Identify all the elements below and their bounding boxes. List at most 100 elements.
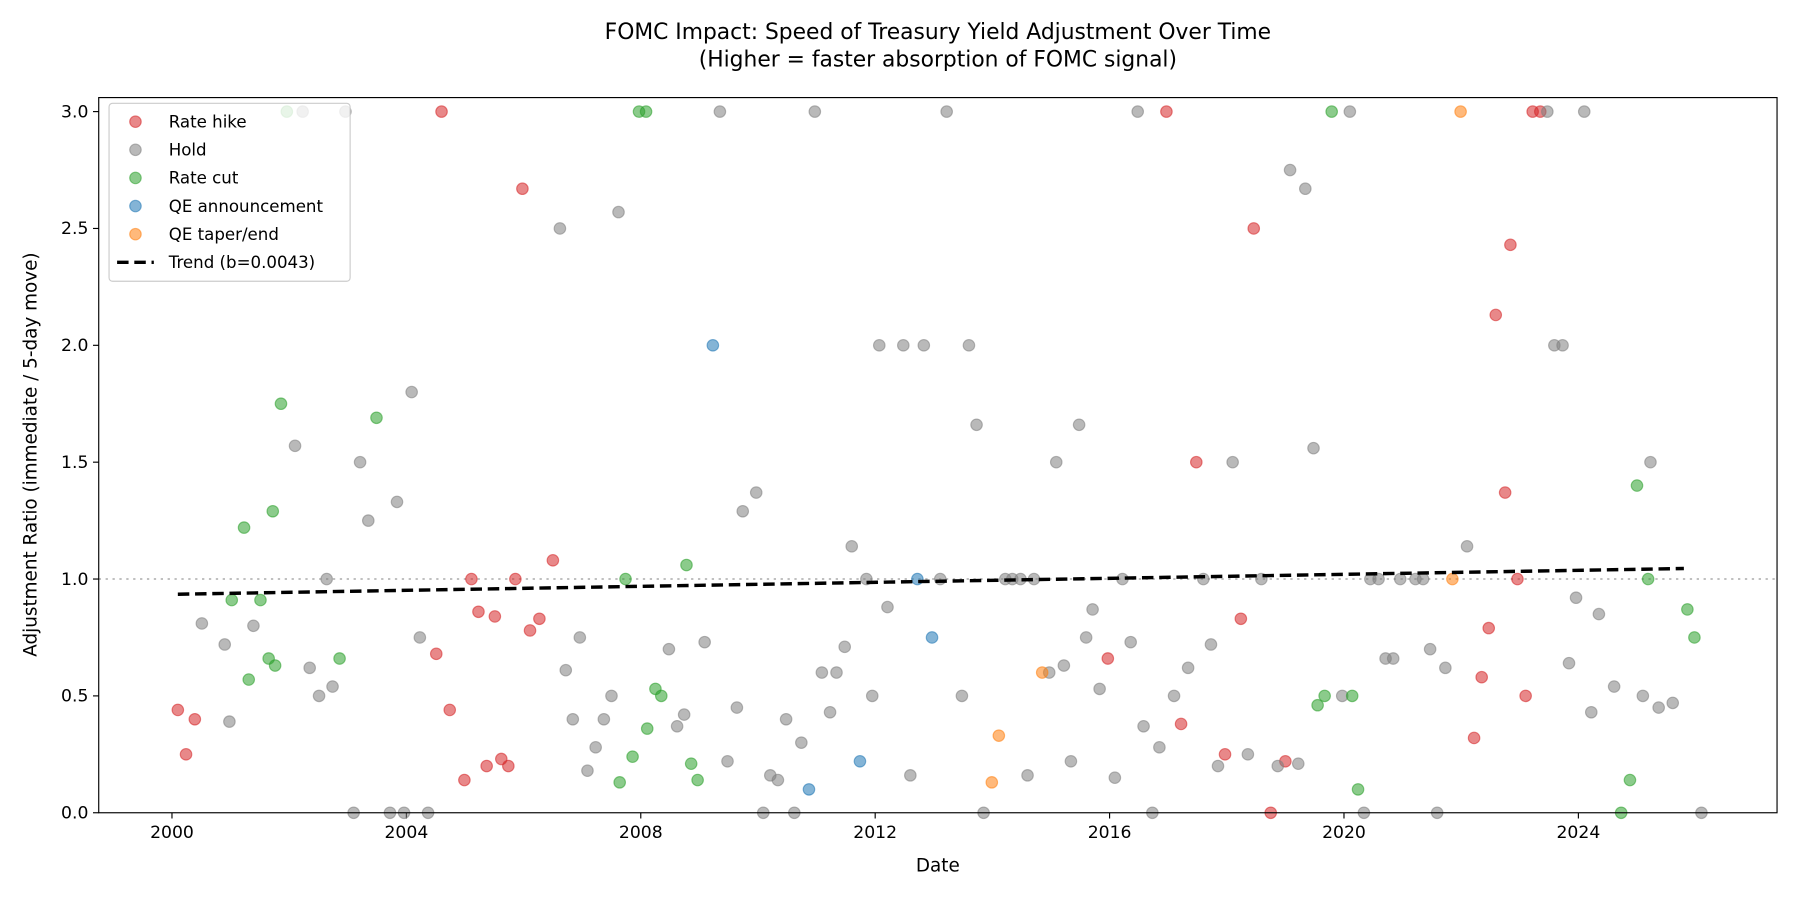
data-point — [749, 486, 763, 499]
data-point — [1226, 455, 1239, 469]
trend-line — [177, 566, 1684, 596]
data-point — [559, 663, 573, 677]
data-point — [1160, 105, 1173, 118]
data-point — [218, 638, 232, 651]
legend-label: Trend (b=0.0043) — [168, 253, 315, 272]
data-point — [1204, 638, 1218, 651]
data-point — [1584, 705, 1598, 719]
data-point — [1108, 771, 1122, 785]
data-point — [698, 635, 711, 649]
data-point — [626, 750, 639, 763]
data-point — [465, 572, 478, 586]
data-point — [955, 689, 969, 703]
data-point — [933, 572, 947, 586]
data-point — [1291, 757, 1305, 770]
y-tick-label: 1.0 — [61, 570, 88, 590]
data-point — [179, 748, 193, 761]
data-point — [435, 105, 448, 118]
data-point — [838, 640, 852, 654]
data-point — [405, 385, 418, 399]
data-point — [509, 572, 522, 586]
data-point — [881, 600, 894, 614]
data-point — [1393, 572, 1407, 586]
data-point — [662, 642, 676, 656]
data-point — [1218, 748, 1232, 761]
data-point — [605, 689, 618, 703]
data-point — [1630, 479, 1644, 492]
data-point — [970, 418, 983, 432]
plot-frame — [98, 97, 1778, 814]
legend-marker — [129, 227, 142, 241]
data-point — [896, 339, 910, 352]
data-point — [566, 712, 580, 726]
data-point — [1086, 603, 1099, 616]
legend-label: Rate cut — [169, 169, 239, 188]
data-point — [1247, 222, 1261, 235]
data-point — [1079, 631, 1093, 644]
data-point — [429, 647, 443, 661]
legend-label: Rate hike — [169, 112, 247, 131]
data-point — [730, 701, 744, 714]
data-point — [1556, 339, 1569, 352]
data-point — [815, 666, 829, 679]
data-point — [523, 624, 537, 637]
data-point — [1351, 783, 1365, 796]
data-point — [1131, 105, 1145, 118]
data-point — [1181, 661, 1195, 675]
data-point — [472, 605, 485, 619]
data-point — [266, 504, 280, 518]
data-point — [1153, 741, 1166, 754]
data-point — [488, 610, 502, 623]
data-point — [390, 495, 404, 509]
data-point — [1167, 689, 1181, 703]
data-point — [1498, 486, 1512, 499]
data-point — [288, 439, 302, 453]
data-point — [1562, 656, 1576, 670]
x-tick-label: 2020 — [1322, 823, 1366, 843]
data-point — [589, 741, 602, 754]
x-tick-label: 2004 — [384, 823, 428, 843]
data-point — [1271, 759, 1285, 773]
legend-label: Hold — [169, 141, 207, 160]
data-point — [533, 612, 546, 626]
data-point — [992, 729, 1006, 742]
data-point — [1241, 748, 1255, 761]
data-point — [1189, 455, 1203, 469]
data-point — [1681, 603, 1694, 616]
data-point — [677, 708, 691, 721]
legend-box — [108, 102, 351, 282]
chart-subtitle: (Higher = faster absorption of FOMC sign… — [699, 48, 1177, 73]
data-point — [1035, 666, 1049, 679]
data-point — [333, 652, 346, 665]
data-point — [1636, 689, 1650, 703]
y-axis-label: Adjustment Ratio (immediate / 5-day move… — [21, 252, 42, 656]
data-point — [1460, 540, 1474, 553]
data-point — [1072, 418, 1086, 432]
data-point — [237, 521, 251, 534]
data-point — [326, 680, 339, 693]
data-point — [691, 773, 704, 787]
legend-label: QE taper/end — [169, 225, 279, 244]
data-point — [1467, 731, 1481, 745]
data-point — [274, 397, 288, 411]
data-point — [502, 759, 515, 773]
data-point — [480, 759, 493, 773]
data-point — [312, 689, 326, 703]
data-point — [573, 631, 587, 644]
data-point — [1439, 661, 1452, 675]
data-point — [1345, 689, 1359, 703]
data-point — [802, 783, 816, 796]
x-axis-label: Date — [916, 855, 960, 876]
data-point — [771, 773, 785, 787]
data-point — [320, 572, 333, 586]
data-point — [795, 736, 808, 749]
data-point — [1211, 759, 1225, 773]
x-tick-label: 2000 — [150, 823, 194, 843]
data-point — [853, 755, 867, 768]
data-point — [1592, 607, 1606, 621]
data-point — [654, 689, 668, 703]
x-tick-label: 2012 — [853, 823, 897, 843]
data-point — [553, 222, 567, 235]
y-tick-label: 2.0 — [61, 336, 88, 356]
